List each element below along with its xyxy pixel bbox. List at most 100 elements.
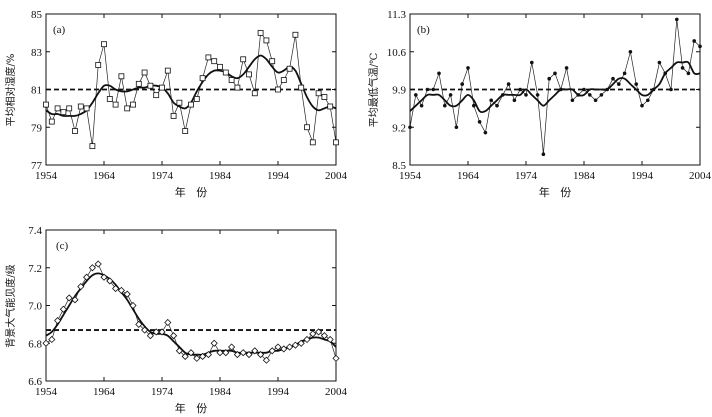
y-tick-label: 8.5 — [392, 160, 406, 172]
data-point — [66, 105, 73, 112]
data-point — [130, 101, 136, 108]
y-tick-label: 81 — [31, 85, 42, 97]
data-point — [675, 17, 679, 22]
data-point — [95, 62, 102, 68]
data-point — [524, 93, 528, 97]
x-tick-label: 1954 — [399, 170, 422, 182]
data-point — [89, 143, 96, 150]
data-point — [101, 41, 107, 48]
data-point — [576, 93, 580, 97]
x-axis-title: 年 份 — [175, 185, 208, 199]
data-point — [692, 39, 696, 43]
data-point — [222, 349, 230, 357]
x-tick-label: 1984 — [209, 170, 232, 182]
x-tick-label: 1994 — [631, 170, 654, 182]
y-tick-label: 83 — [31, 47, 43, 59]
data-point — [414, 93, 418, 97]
y-axis-title: 背景大气能见度/级 — [4, 264, 17, 347]
panel-b: 1954 1964 1974 1984 1994 2004 8.5 9.2 9.9 10.6 11.… — [367, 9, 712, 199]
y-tick-label: 7.4 — [28, 225, 42, 237]
data-point — [228, 77, 235, 83]
y-tick-label: 7.2 — [28, 263, 42, 275]
data-point — [680, 66, 685, 70]
data-point — [129, 301, 137, 310]
data-point — [333, 139, 339, 146]
data-point — [83, 105, 90, 112]
x-tick-label: 1964 — [457, 170, 480, 182]
x-tick-label: 2004 — [689, 170, 712, 182]
data-point — [164, 318, 172, 327]
data-point — [94, 260, 102, 268]
data-point — [170, 332, 178, 340]
data-point — [275, 86, 281, 93]
data-point — [472, 103, 476, 108]
data-point — [77, 283, 85, 291]
smoothed-curve — [45, 272, 337, 356]
x-tick-label: 1954 — [35, 386, 58, 398]
y-axis-title: 平均最低气温/℃ — [367, 53, 380, 128]
x-tick-label: 1974 — [151, 170, 174, 182]
data-point — [315, 90, 322, 97]
x-tick-label: 1974 — [515, 170, 538, 182]
data-point — [124, 105, 131, 112]
data-point — [286, 343, 294, 351]
x-axis-title: 年 份 — [539, 185, 572, 199]
data-point — [286, 65, 293, 72]
data-point — [269, 58, 276, 65]
data-point — [628, 49, 633, 54]
x-tick-label: 1964 — [93, 386, 116, 398]
x-tick-label: 1954 — [35, 170, 58, 182]
y-axis-title: 平均相对湿度/% — [4, 54, 17, 127]
data-point — [640, 103, 644, 108]
data-point — [83, 273, 91, 281]
data-point — [251, 347, 259, 355]
x-tick-label: 1994 — [267, 386, 290, 398]
data-point — [199, 75, 206, 82]
data-point — [43, 101, 49, 108]
y-tick-label: 10.6 — [387, 47, 407, 59]
plot-frame — [45, 229, 337, 382]
data-point — [489, 98, 494, 103]
x-tick-label: 1984 — [573, 170, 596, 182]
data-point — [419, 103, 424, 108]
data-point — [204, 351, 212, 359]
data-point — [188, 101, 194, 108]
data-point — [205, 54, 212, 61]
y-tick-label: 77 — [31, 160, 43, 172]
data-point — [588, 93, 592, 97]
data-point — [117, 286, 125, 294]
data-point — [141, 326, 149, 334]
data-point — [309, 330, 317, 338]
data-point — [199, 352, 207, 361]
data-point — [321, 94, 328, 100]
data-point — [297, 339, 305, 347]
data-point — [622, 71, 627, 76]
data-point — [646, 98, 650, 103]
data-point — [123, 290, 131, 298]
data-point — [77, 103, 84, 110]
data-point — [210, 339, 218, 347]
y-tick-label: 6.6 — [28, 376, 42, 388]
data-point — [106, 277, 114, 285]
y-tick-label: 6.8 — [28, 338, 42, 350]
x-tick-label: 1974 — [151, 386, 174, 398]
data-point — [158, 328, 166, 336]
data-point — [59, 305, 67, 313]
data-point — [564, 66, 569, 70]
data-point — [547, 76, 551, 81]
panel-label: (a) — [53, 24, 66, 36]
data-point — [263, 37, 270, 44]
data-point — [327, 103, 334, 110]
data-point — [100, 273, 108, 281]
data-point — [518, 87, 522, 92]
data-point — [408, 125, 412, 130]
panel-label: (c) — [56, 240, 69, 252]
panel-label: (b) — [417, 24, 430, 36]
data-point — [239, 349, 247, 357]
data-point — [65, 294, 73, 302]
y-tick-label: 85 — [31, 9, 43, 21]
data-point — [651, 87, 656, 92]
data-point — [159, 84, 165, 91]
data-point — [147, 82, 154, 89]
